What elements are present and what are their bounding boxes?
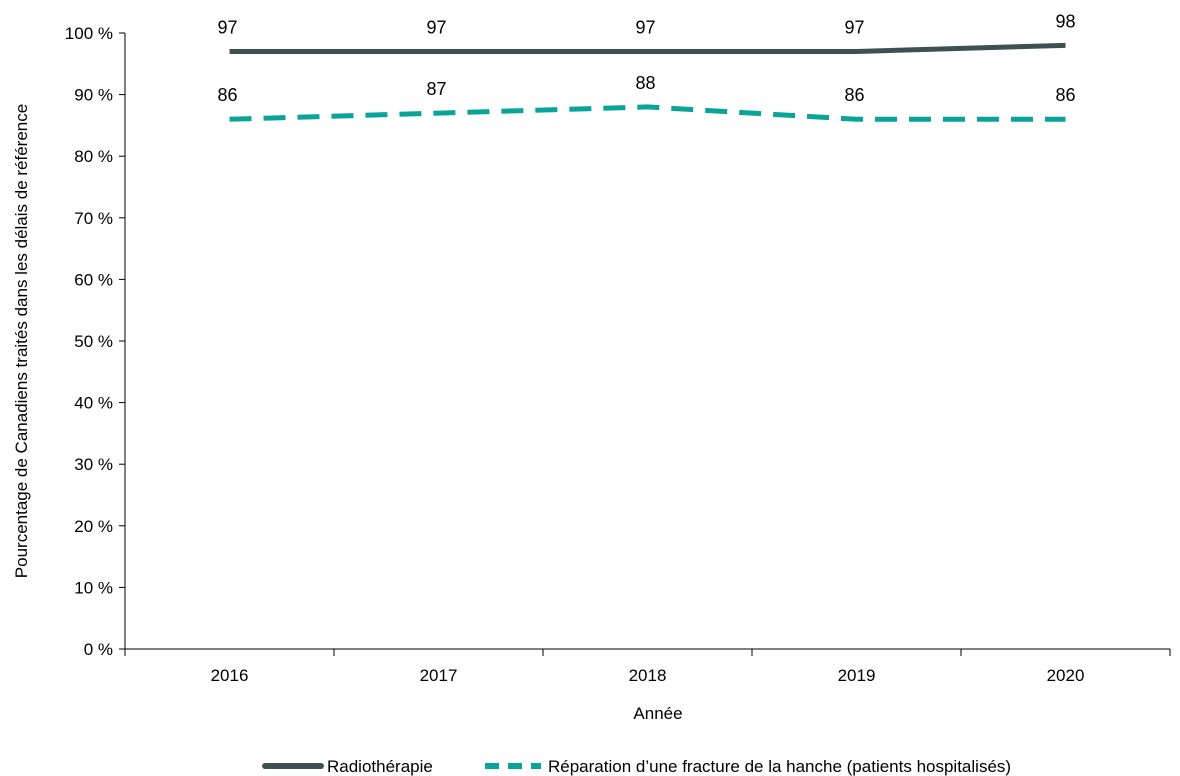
x-tick-label: 2019 bbox=[838, 666, 876, 685]
y-tick-label: 90 % bbox=[74, 86, 113, 105]
y-axis: 0 % 10 % 20 % 30 % 40 % 50 % 60 % 70 % 80 % 90 % 1… bbox=[65, 24, 126, 659]
data-label: 97 bbox=[635, 17, 655, 37]
legend-label-2: Réparation d’une fracture de la hanche (… bbox=[548, 757, 1011, 776]
y-tick-label: 60 % bbox=[74, 270, 113, 289]
y-tick-label: 100 % bbox=[65, 24, 113, 43]
data-label: 88 bbox=[635, 73, 655, 93]
y-tick-label: 10 % bbox=[74, 578, 113, 597]
legend-label-1: Radiothérapie bbox=[327, 757, 433, 776]
series-layer bbox=[229, 42, 1066, 122]
x-axis-title: Année bbox=[633, 704, 682, 723]
data-label: 86 bbox=[1055, 85, 1075, 105]
x-tick-label: 2016 bbox=[211, 666, 249, 685]
x-tick-label: 2017 bbox=[420, 666, 458, 685]
data-label: 97 bbox=[217, 17, 237, 37]
y-tick-label: 0 % bbox=[84, 640, 113, 659]
x-tick-label: 2020 bbox=[1047, 666, 1085, 685]
y-tick-label: 30 % bbox=[74, 455, 113, 474]
y-tick-label: 80 % bbox=[74, 147, 113, 166]
series-line-2 bbox=[229, 104, 1066, 122]
y-tick-label: 40 % bbox=[74, 394, 113, 413]
y-tick-label: 20 % bbox=[74, 517, 113, 536]
x-tick-label: 2018 bbox=[629, 666, 667, 685]
series-line-1 bbox=[229, 42, 1066, 54]
legend: Radiothérapie Réparation d’une fracture d… bbox=[262, 757, 1011, 776]
y-tick-label: 70 % bbox=[74, 209, 113, 228]
y-tick-label: 50 % bbox=[74, 332, 113, 351]
data-label: 97 bbox=[844, 17, 864, 37]
data-labels: 97 97 97 97 98 86 87 88 86 86 bbox=[217, 11, 1075, 105]
data-label: 98 bbox=[1055, 11, 1075, 31]
data-label: 97 bbox=[426, 17, 446, 37]
data-label: 87 bbox=[426, 79, 446, 99]
data-label: 86 bbox=[844, 85, 864, 105]
data-label: 86 bbox=[217, 85, 237, 105]
y-axis-title: Pourcentage de Canadiens traités dans le… bbox=[12, 104, 31, 578]
x-axis: 2016 2017 2018 2019 2020 bbox=[124, 648, 1171, 685]
